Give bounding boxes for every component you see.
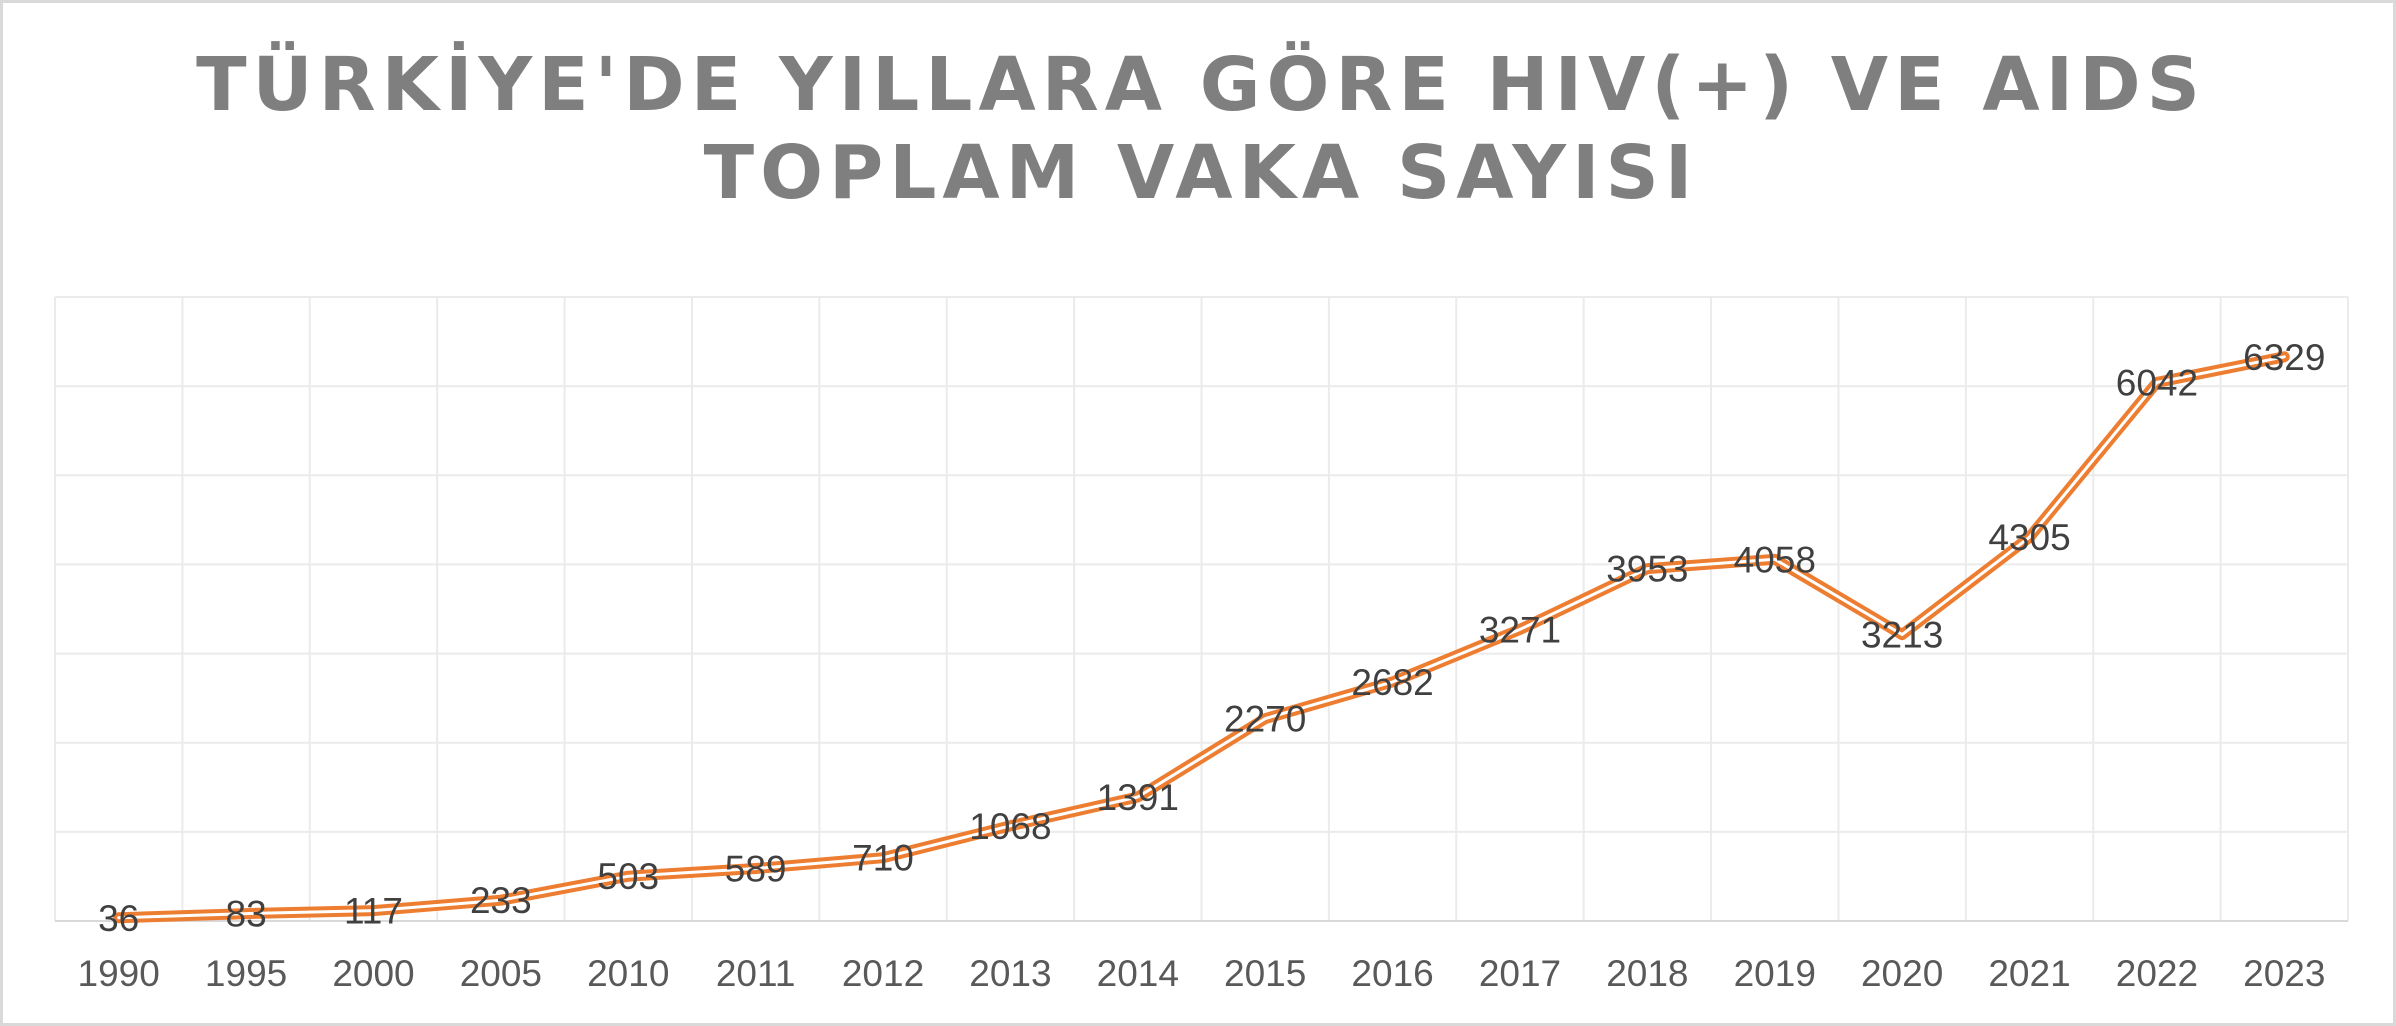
x-axis-ticks: 1990 1995 2000 2005 2010 2011 2012 2013 2014 2015…	[78, 953, 2326, 994]
x-tick-label: 2000	[332, 953, 414, 994]
line-chart: 36 83 117 233 503 589 710 1068 1391 2270 2682 3271 3…	[54, 296, 2349, 994]
x-tick-label: 1995	[205, 953, 287, 994]
x-tick-label: 1990	[78, 953, 160, 994]
data-label: 2270	[1224, 699, 1306, 740]
chart-title-line-2: TOPLAM VAKA SAYISI	[703, 130, 1699, 216]
data-label: 6329	[2243, 337, 2325, 378]
chart-title: TÜRKİYE'DE YILLARA GÖRE HIV(+) VE AIDS T…	[3, 41, 2396, 217]
x-tick-label: 2018	[1606, 953, 1688, 994]
data-label: 4058	[1734, 539, 1816, 580]
x-tick-label: 2023	[2243, 953, 2325, 994]
data-label: 36	[98, 898, 139, 939]
x-tick-label: 2011	[716, 953, 796, 994]
x-tick-label: 2014	[1097, 953, 1179, 994]
data-label: 589	[725, 848, 787, 889]
x-tick-label: 2019	[1734, 953, 1816, 994]
x-tick-label: 2015	[1224, 953, 1306, 994]
x-tick-label: 2005	[460, 953, 542, 994]
data-label: 3213	[1861, 615, 1943, 656]
data-label: 4305	[1988, 517, 2070, 558]
data-label: 6042	[2116, 362, 2198, 403]
series-line	[113, 351, 2290, 924]
grid	[54, 296, 2349, 921]
data-label: 117	[344, 891, 403, 932]
x-tick-label: 2022	[2116, 953, 2198, 994]
x-tick-label: 2016	[1351, 953, 1433, 994]
data-label: 710	[852, 838, 914, 879]
data-label: 2682	[1351, 662, 1433, 703]
data-label: 1391	[1097, 777, 1179, 818]
x-tick-label: 2010	[587, 953, 669, 994]
data-label: 503	[597, 856, 659, 897]
data-label: 3953	[1606, 549, 1688, 590]
x-tick-label: 2012	[842, 953, 924, 994]
data-label: 233	[470, 880, 532, 921]
chart-title-line-1: TÜRKİYE'DE YILLARA GÖRE HIV(+) VE AIDS	[196, 42, 2206, 128]
series-line-inner	[117, 355, 2286, 920]
x-tick-label: 2017	[1479, 953, 1561, 994]
data-label: 1068	[969, 806, 1051, 847]
data-labels: 36 83 117 233 503 589 710 1068 1391 2270 2682 3271 3…	[98, 337, 2325, 939]
data-label: 3271	[1479, 609, 1561, 650]
x-tick-label: 2021	[1988, 953, 2070, 994]
x-tick-label: 2020	[1861, 953, 1943, 994]
data-label: 83	[226, 894, 267, 935]
x-tick-label: 2013	[969, 953, 1051, 994]
